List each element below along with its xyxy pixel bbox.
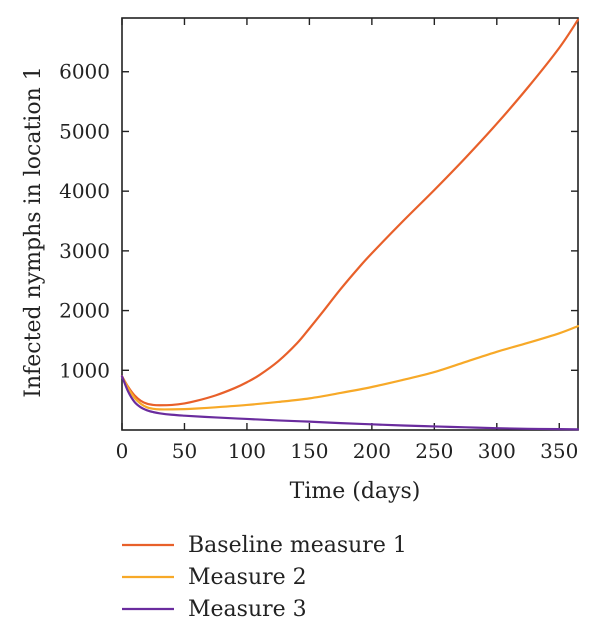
x-tick-label: 250	[415, 439, 453, 463]
series-line-3	[120, 375, 580, 431]
series-line-2	[120, 325, 580, 411]
legend: Baseline measure 1 Measure 2 Measure 3	[122, 533, 407, 622]
x-axis-ticks: 0 50 100 150 200 250 300 350	[116, 18, 578, 463]
y-axis-ticks: 1000 2000 3000 4000 5000 6000	[59, 60, 578, 382]
y-tick-label: 3000	[59, 239, 110, 263]
series-lines	[120, 18, 580, 431]
legend-label-1: Baseline measure 1	[188, 533, 407, 558]
x-tick-label: 350	[540, 439, 578, 463]
y-tick-label: 4000	[59, 179, 110, 203]
legend-label-2: Measure 2	[188, 565, 307, 590]
y-axis-title: Infected nymphs in location 1	[21, 66, 46, 397]
plot-frame	[121, 17, 579, 431]
y-tick-label: 2000	[59, 299, 110, 323]
x-tick-label: 300	[478, 439, 516, 463]
legend-label-3: Measure 3	[188, 597, 307, 622]
y-tick-label: 1000	[59, 358, 110, 382]
series-line-1	[120, 18, 580, 407]
x-axis-title: Time (days)	[290, 479, 421, 504]
x-tick-label: 200	[353, 439, 391, 463]
y-tick-label: 6000	[59, 60, 110, 84]
x-tick-label: 50	[172, 439, 197, 463]
x-tick-label: 100	[228, 439, 266, 463]
x-tick-label: 150	[290, 439, 328, 463]
x-tick-label: 0	[116, 439, 129, 463]
y-tick-label: 5000	[59, 119, 110, 143]
